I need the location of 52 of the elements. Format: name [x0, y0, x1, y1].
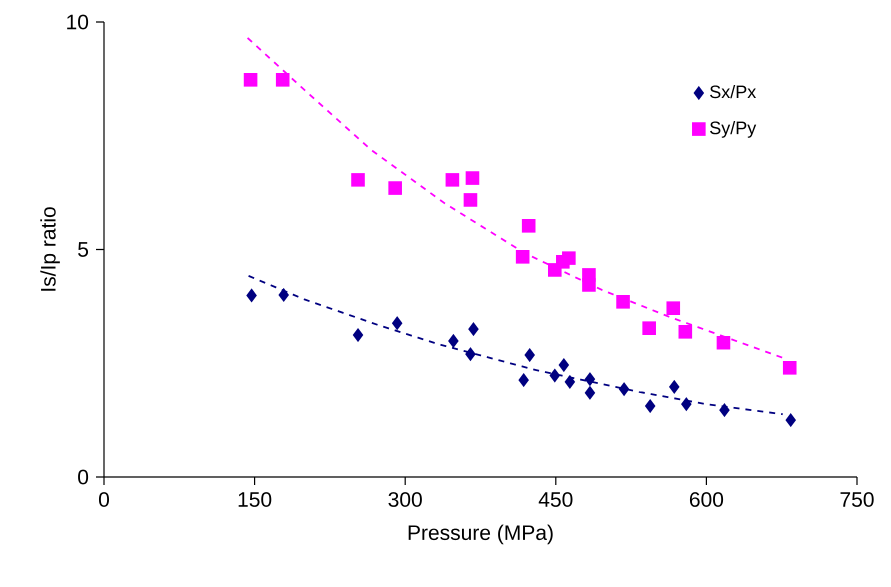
point [584, 372, 596, 386]
point [278, 288, 289, 302]
point [716, 336, 730, 350]
legend-label: Sy/Py [710, 121, 756, 138]
point [466, 171, 480, 185]
point [666, 301, 680, 315]
point [351, 173, 365, 187]
x-tick-label: 150 [238, 492, 272, 507]
point [446, 173, 460, 187]
x-tick-label: 600 [690, 492, 724, 507]
x-tick-label: 750 [840, 492, 874, 507]
y-tick-label: 5 [78, 242, 88, 257]
y-tick-label: 10 [67, 14, 88, 30]
point [276, 72, 290, 87]
point [564, 375, 576, 389]
point [786, 413, 796, 427]
point [352, 328, 364, 342]
point [681, 397, 692, 411]
point [644, 399, 656, 413]
point [562, 251, 576, 265]
point [782, 360, 797, 375]
point [550, 368, 560, 382]
point [584, 386, 596, 400]
x-tick-label: 0 [98, 492, 110, 507]
x-axis-title: Pressure (MPa) [408, 524, 553, 544]
point [516, 250, 530, 264]
line-series [246, 37, 784, 359]
point [582, 278, 596, 292]
point [246, 288, 257, 302]
point [719, 403, 730, 417]
legend-label: Sx/Px [710, 84, 756, 98]
y-tick-label: 0 [78, 470, 88, 484]
point [518, 373, 529, 387]
point [524, 348, 535, 362]
x-tick-label: 300 [388, 492, 422, 507]
x-tick-label: 450 [538, 492, 572, 507]
point [522, 219, 536, 233]
point [558, 358, 570, 372]
point [388, 181, 402, 195]
point [468, 322, 479, 336]
point [448, 334, 459, 348]
point [618, 382, 630, 396]
point [392, 316, 402, 330]
point [244, 72, 258, 87]
y-axis-title: Is/Ip ratio [40, 207, 60, 291]
point [669, 380, 680, 394]
point [678, 325, 692, 339]
point [465, 347, 476, 361]
point [642, 321, 656, 336]
point [616, 295, 630, 309]
line-series [248, 274, 784, 416]
point [464, 193, 478, 207]
